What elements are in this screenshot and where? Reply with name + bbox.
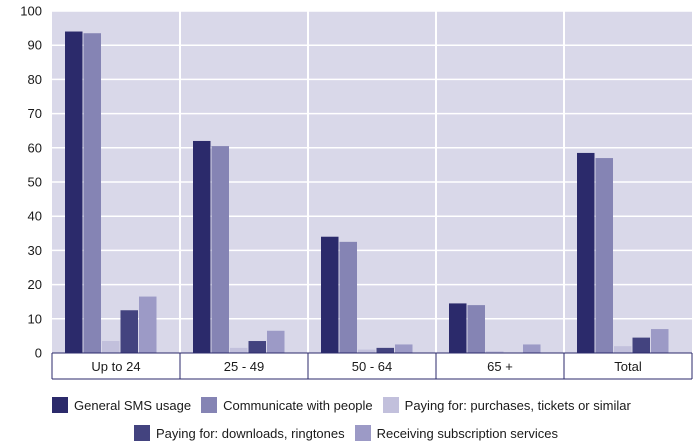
bar <box>65 31 83 354</box>
bar <box>248 341 266 353</box>
legend-swatch <box>52 397 68 413</box>
y-tick-label: 30 <box>28 243 42 258</box>
bar <box>486 351 504 353</box>
bar <box>577 152 595 353</box>
y-tick-label: 10 <box>28 311 42 326</box>
legend-label: Receiving subscription services <box>376 425 558 441</box>
legend-item-general-sms: General SMS usage <box>52 397 191 413</box>
bar <box>595 158 613 353</box>
y-tick-label: 90 <box>28 38 42 53</box>
bar <box>614 346 632 353</box>
bar <box>120 310 138 353</box>
y-tick-label: 40 <box>28 209 42 224</box>
bar <box>632 337 650 353</box>
bar <box>467 305 485 353</box>
y-tick-label: 80 <box>28 72 42 87</box>
bar <box>321 236 339 353</box>
legend-swatch <box>382 397 399 413</box>
y-tick-label: 70 <box>28 106 42 121</box>
x-category-label: Total <box>614 359 642 374</box>
bar <box>211 146 229 353</box>
x-category-label: 50 - 64 <box>352 359 392 374</box>
legend-label: General SMS usage <box>74 397 192 413</box>
bar <box>267 330 285 353</box>
legend-label: Paying for: downloads, ringtones <box>156 425 345 441</box>
y-tick-label: 100 <box>20 4 42 19</box>
legend-swatch <box>201 397 218 413</box>
bar <box>339 241 357 353</box>
bar <box>523 344 541 353</box>
bar <box>395 344 413 353</box>
legend-row-1: General SMS usage Communicate with peopl… <box>52 397 641 413</box>
legend-item-subscription: Receiving subscription services <box>354 425 558 441</box>
y-tick-label: 0 <box>35 346 42 361</box>
y-tick-label: 20 <box>28 277 42 292</box>
grid-lines <box>52 10 692 353</box>
bar <box>651 329 669 353</box>
y-tick-label: 60 <box>28 140 42 155</box>
x-category-label: 25 - 49 <box>224 359 264 374</box>
legend-item-communicate: Communicate with people <box>201 397 373 413</box>
legend-label: Communicate with people <box>223 397 373 413</box>
bar <box>139 296 157 353</box>
axis-labels: 0 10 20 30 40 50 60 70 80 90 100 Up to 24 25 - 49 50 … <box>20 4 642 375</box>
bar <box>83 33 101 353</box>
x-category-label: Up to 24 <box>91 359 140 374</box>
bar <box>193 140 211 353</box>
legend-item-paying-purchases: Paying for: purchases, tickets or simila… <box>382 397 631 413</box>
legend-swatch <box>134 425 150 441</box>
legend-item-paying-downloads: Paying for: downloads, ringtones <box>134 425 345 441</box>
bar <box>449 303 467 353</box>
bar <box>376 347 394 353</box>
bar <box>358 349 376 353</box>
axes <box>51 352 693 380</box>
bar <box>230 347 248 353</box>
legend-label: Paying for: purchases, tickets or simila… <box>404 397 631 413</box>
legend-row-2: Paying for: downloads, ringtones Receivi… <box>134 425 568 441</box>
x-category-label: 65 + <box>487 359 513 374</box>
y-tick-label: 50 <box>28 175 42 190</box>
bar <box>102 341 120 353</box>
legend-swatch <box>354 425 371 441</box>
bars <box>65 31 669 354</box>
